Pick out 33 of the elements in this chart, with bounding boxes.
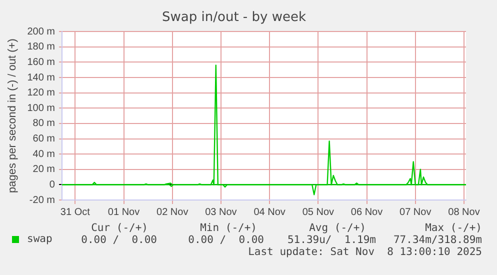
text: 51.39u/ 1.19m xyxy=(287,234,376,246)
y-tick-label: -20 m xyxy=(29,194,55,206)
text: 0.00 / 0.00 xyxy=(81,234,157,246)
chart-title: Swap in/out - by week xyxy=(162,10,306,26)
y-tick-label: 160 m xyxy=(27,56,55,68)
x-tick-label: 08 Nov xyxy=(448,206,480,218)
y-tick-label: 0 xyxy=(49,179,56,190)
x-tick-label: 06 Nov xyxy=(350,206,383,218)
x-tick-label: 04 Nov xyxy=(254,206,286,218)
y-tick-label: 120 m xyxy=(27,88,55,99)
x-tick-label: 03 Nov xyxy=(205,206,237,218)
x-tick-label: 05 Nov xyxy=(302,206,334,218)
y-tick-label: 20 m xyxy=(32,164,55,176)
y-tick-label: 40 m xyxy=(32,148,55,160)
legend-label: swap xyxy=(27,233,52,245)
y-axis-title: pages per second in (-) / out (+) xyxy=(6,38,19,193)
text: 0.00 / 0.00 xyxy=(188,234,264,246)
y-tick-label: 100 m xyxy=(27,102,55,114)
x-tick-label: 07 Nov xyxy=(400,206,432,218)
text: Max (-/+) xyxy=(425,222,482,234)
y-tick-label: 60 m xyxy=(32,134,55,145)
text: Cur (-/+) xyxy=(91,222,148,234)
y-tick-label: 200 m xyxy=(27,26,55,38)
text: Avg (-/+) xyxy=(309,222,366,234)
y-tick-label: 140 m xyxy=(27,72,55,84)
y-tick-label: 80 m xyxy=(32,118,55,130)
x-tick-label: 31 Oct xyxy=(60,206,90,218)
text: Last update: Sat Nov 8 13:00:10 2025 xyxy=(248,246,482,258)
x-tick-label: 02 Nov xyxy=(156,206,188,218)
x-tick-label: 01 Nov xyxy=(108,206,140,218)
y-tick-label: 180 m xyxy=(27,42,55,53)
text: Min (-/+) xyxy=(200,222,257,234)
text: 77.34m/318.89m xyxy=(393,234,482,246)
